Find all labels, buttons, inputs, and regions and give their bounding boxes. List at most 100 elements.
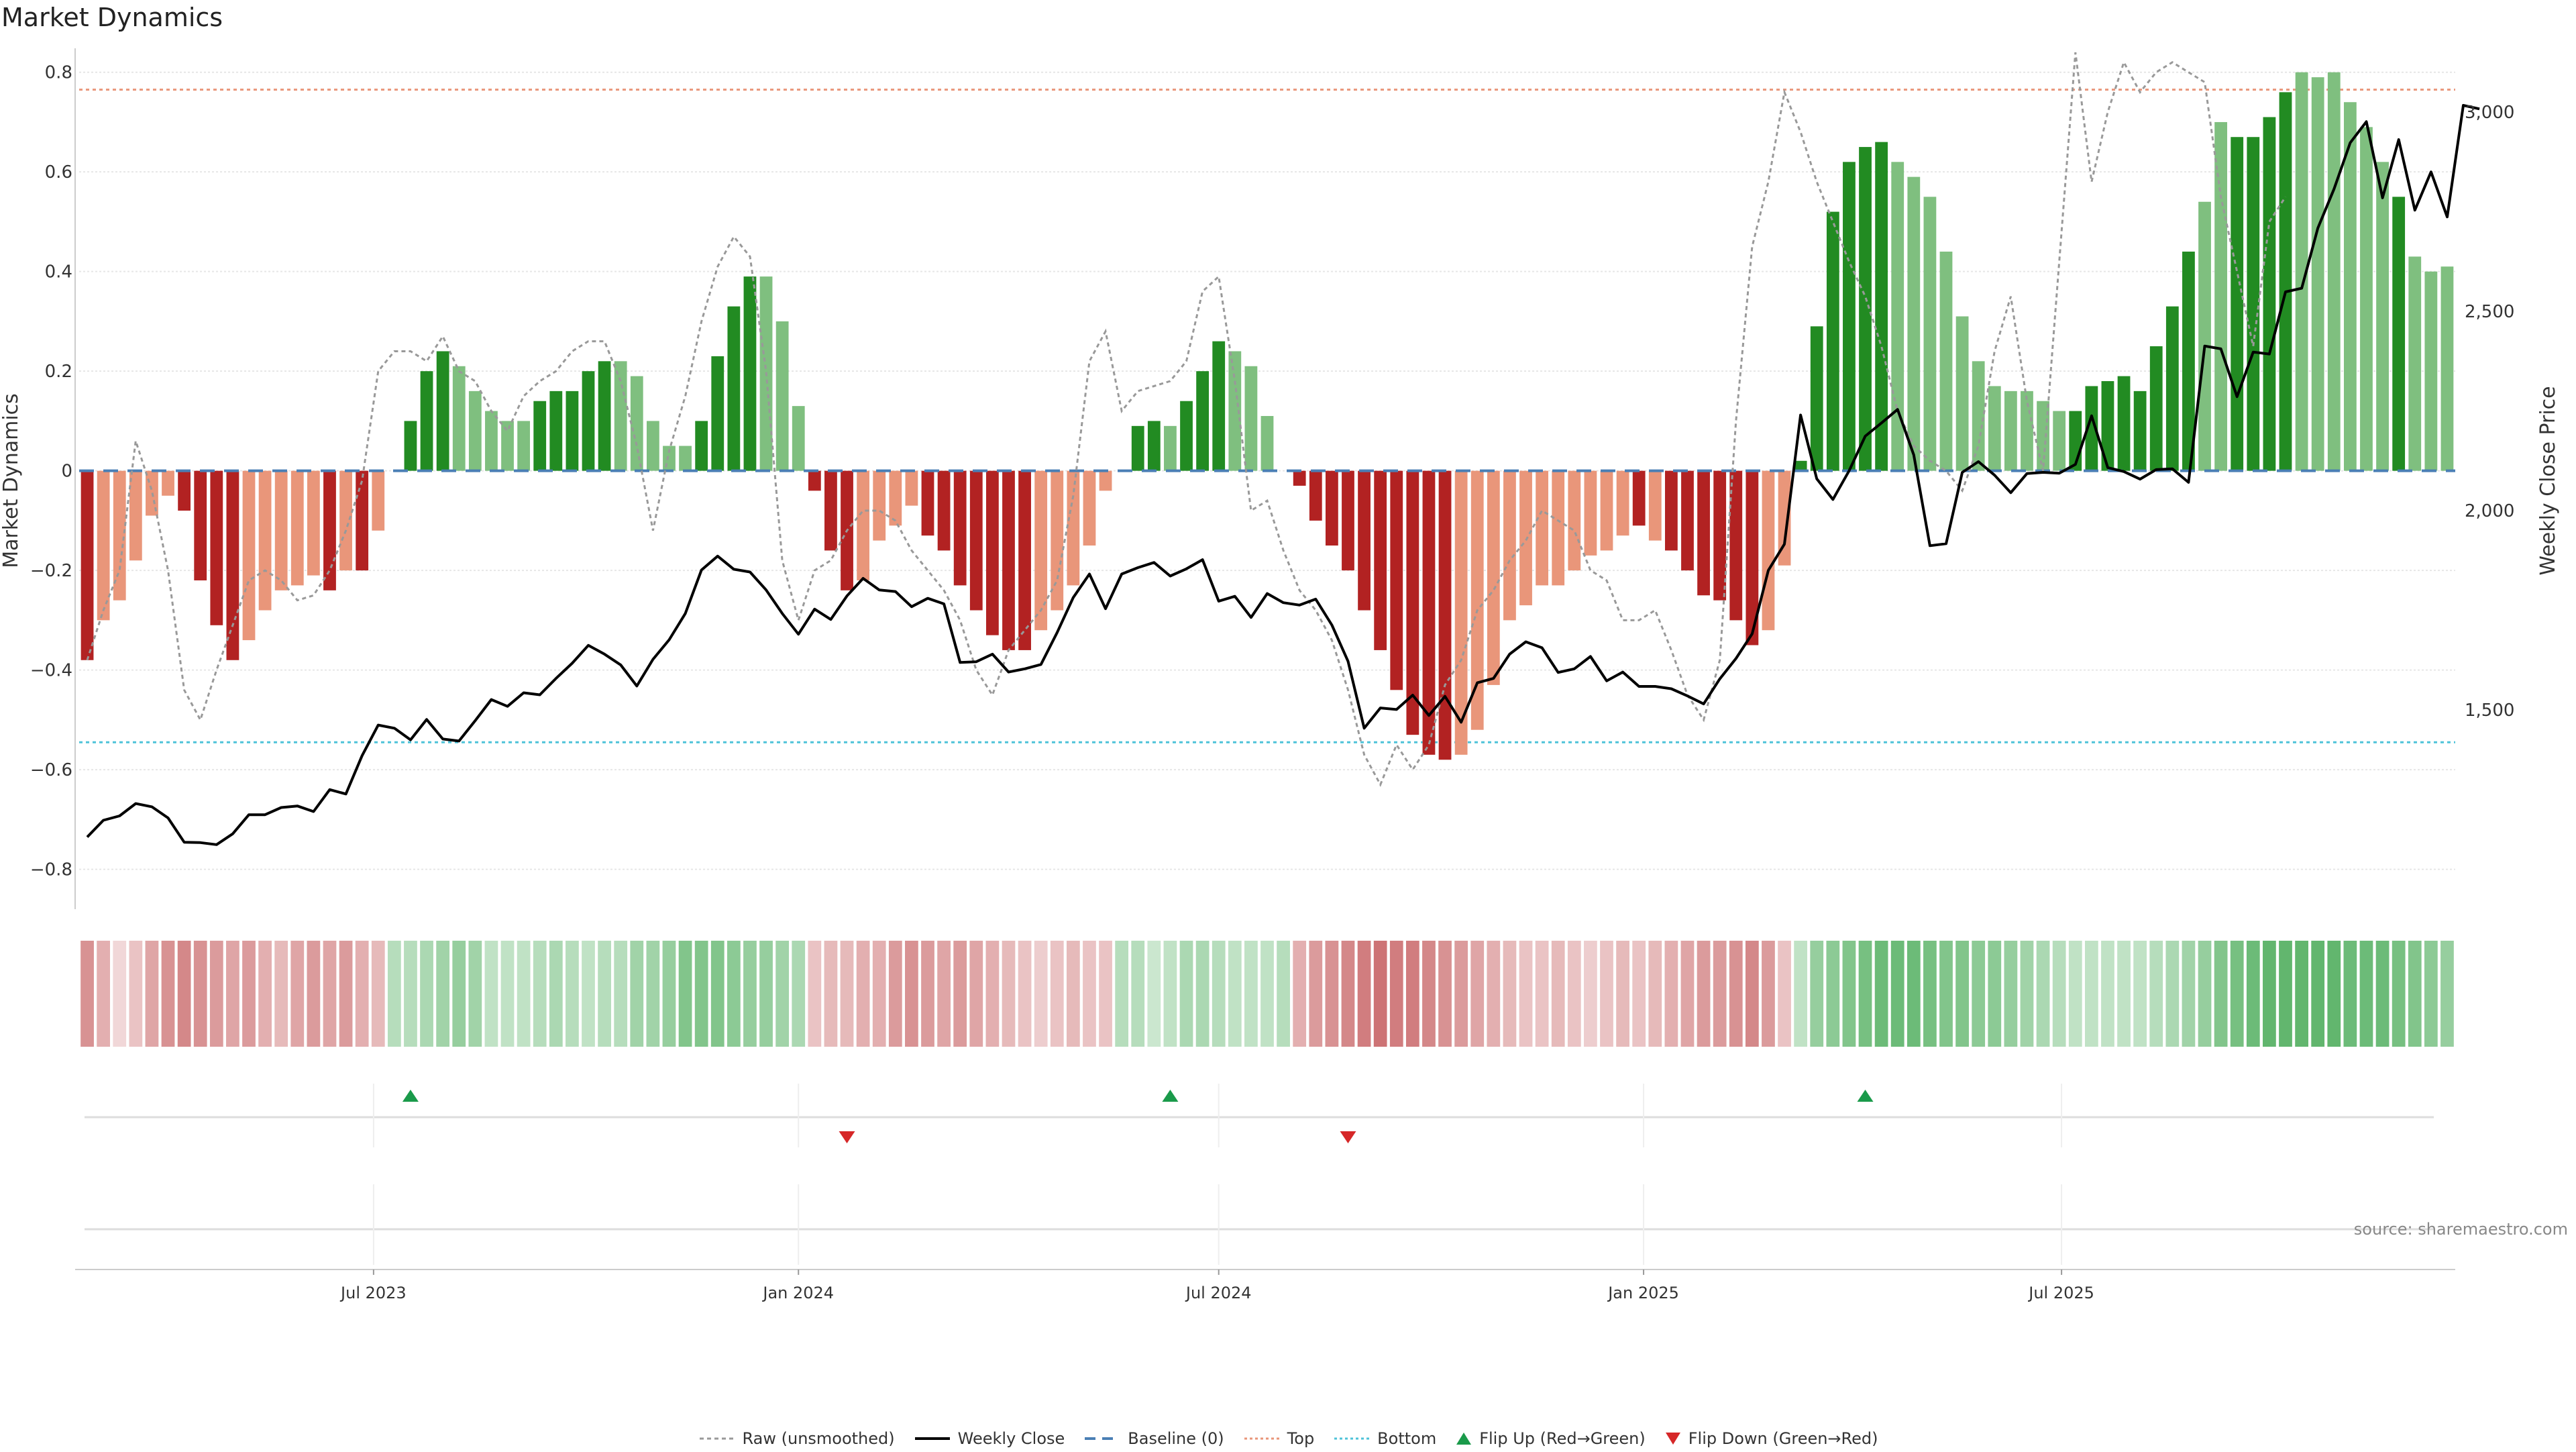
bar [372,470,385,531]
heat-cell [1584,941,1597,1047]
bar [1923,197,1937,471]
bar [339,470,352,571]
y-tick-label-left: −0.4 [30,661,72,681]
heat-cell [161,941,175,1047]
heat-cell [1179,941,1193,1047]
bar [1067,470,1080,586]
heat-cell [662,941,676,1047]
heat-cell [1697,941,1711,1047]
bar [2247,137,2260,471]
bar [598,361,611,471]
heat-cell [387,941,401,1047]
bar [129,470,142,561]
heat-cell [1195,941,1210,1047]
bar [2165,306,2179,471]
heat-cell [937,941,951,1047]
legend: Raw (unsmoothed) Weekly Close Baseline (… [0,1425,2576,1452]
heat-cell [2052,941,2066,1047]
heat-cell [1212,941,1226,1047]
legend-label-top: Top [1287,1429,1315,1448]
heat-cell [484,941,498,1047]
chart-title: Market Dynamics [1,3,223,32]
bar [404,421,417,471]
bar [1406,470,1419,735]
bar [1454,470,1468,755]
heat-cell [759,941,773,1047]
triangle-down-icon [1665,1433,1680,1445]
heat-cell [808,941,822,1047]
y-tick-label-left: −0.6 [30,760,72,780]
bar [1584,470,1597,556]
bar [1552,470,1565,586]
lines-layer [79,52,2480,846]
bar [178,470,191,511]
bar [1600,470,1613,551]
bar [1099,470,1112,491]
bar [921,470,934,536]
bar [2133,391,2147,471]
bar [2101,381,2114,471]
heat-cell [727,941,741,1047]
heat-cell [1454,941,1468,1047]
heat-cell [2068,941,2082,1047]
heat-cell [113,941,127,1047]
legend-label-close: Weekly Close [957,1429,1065,1448]
bar [2198,201,2211,471]
flip-up-marker [1162,1090,1179,1102]
y-tick-label-left: −0.8 [30,860,72,880]
bar [824,470,837,551]
bar [2021,391,2033,471]
bar [468,391,482,471]
heat-cell [1729,941,1743,1047]
heat-cell [323,941,337,1047]
heat-cell [2263,941,2276,1047]
bar [307,470,320,576]
heat-cell [2084,941,2098,1047]
heat-cell [1713,941,1727,1047]
heat-cell [1277,941,1290,1047]
heat-cell [1745,941,1759,1047]
heat-cell [1228,941,1242,1047]
bar [549,391,563,471]
heat-cell [226,941,239,1047]
heat-cell [1890,941,1904,1047]
bar [1422,470,1436,755]
heat-cell [888,941,902,1047]
y-tick-label-left: 0.8 [45,63,72,83]
bar [1826,211,1839,471]
heat-cell [1131,941,1145,1047]
heat-cell [2246,941,2260,1047]
heat-cell [630,941,644,1047]
bar [226,470,239,660]
heat-cell [1616,941,1629,1047]
heat-cell [1810,941,1824,1047]
bar [1083,470,1096,546]
bar [2231,137,2244,471]
bar [1729,470,1743,621]
bar [1034,470,1048,631]
bar [2392,197,2406,471]
legend-label-raw: Raw (unsmoothed) [742,1429,895,1448]
heat-cell [274,941,288,1047]
bar [646,421,659,471]
bar [1018,470,1031,650]
heat-cell [953,941,967,1047]
heat-cell [1341,941,1355,1047]
heat-cell [1002,941,1016,1047]
legend-label-flip-down: Flip Down (Green→Red) [1688,1429,1878,1448]
heat-cell [2182,941,2196,1047]
heat-cell [290,941,305,1047]
raw-line [86,52,2287,787]
bar [711,356,724,471]
heat-cell [1503,941,1517,1047]
heat-cell [2036,941,2050,1047]
heat-cell [646,941,660,1047]
heat-cell [1147,941,1161,1047]
bar [985,470,999,635]
heat-cell [129,941,143,1047]
bar [2376,162,2389,471]
bar [1244,366,1258,471]
legend-label-baseline: Baseline (0) [1128,1429,1224,1448]
bar [2424,271,2438,471]
source-note: source: sharemaestro.com [2353,1220,2568,1239]
